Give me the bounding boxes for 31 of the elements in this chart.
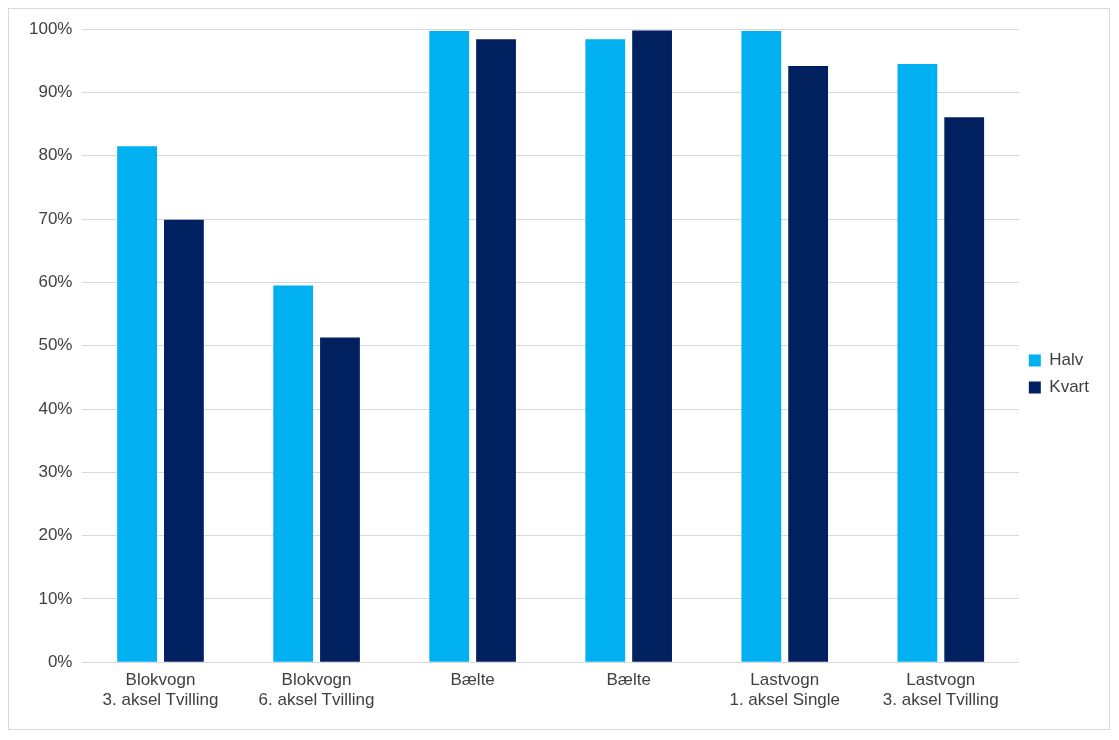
bar [476,39,516,662]
bar [632,30,672,662]
y-tick-label: 10% [38,588,73,608]
y-tick-label: 60% [38,272,73,292]
y-tick-label: 50% [38,335,73,355]
y-tick-label: 90% [38,82,73,102]
x-tick-label: Bælte [450,670,495,690]
legend-label: Halv [1049,350,1084,370]
bar [788,65,829,662]
legend-label: Kvart [1049,377,1090,397]
bar [164,219,204,662]
bar [897,64,938,662]
y-tick-label: 80% [38,145,73,165]
bar [944,117,985,662]
bar [273,285,314,662]
x-tick-label: Lastvogn 3. aksel Tvilling [882,670,999,710]
bar [585,39,626,662]
y-tick-label: 40% [38,398,73,418]
bar [741,31,782,662]
y-tick-label: 70% [38,208,73,228]
bar [320,337,360,662]
y-tick-label: 20% [38,525,73,545]
y-tick-label: 0% [47,651,73,671]
bar [117,146,157,662]
x-tick-label: Blokvogn 6. aksel Tvilling [258,670,375,710]
y-tick-label: 100% [29,18,73,38]
bar [429,31,470,662]
x-tick-label: Blokvogn 3. aksel Tvilling [102,670,219,710]
x-tick-label: Bælte [606,670,651,690]
y-tick-label: 30% [38,461,73,481]
x-tick-label: Lastvogn 1. aksel Single [729,670,841,710]
